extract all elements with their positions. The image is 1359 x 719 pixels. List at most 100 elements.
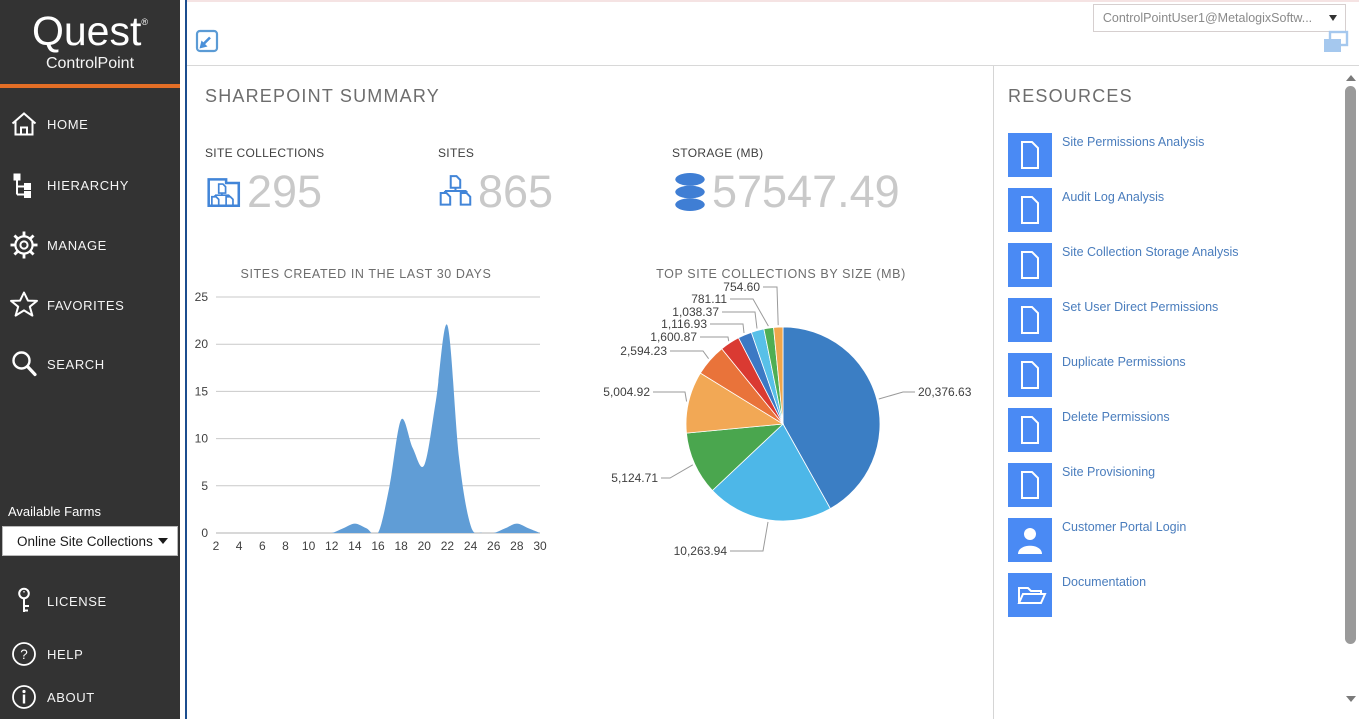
svg-text:10: 10 [302,539,316,553]
metric-value: 865 [478,166,554,217]
svg-text:5,124.71: 5,124.71 [611,471,658,485]
scroll-up-icon[interactable] [1345,70,1356,81]
resource-item[interactable]: Set User Direct Permissions [1008,298,1218,342]
resources-title: RESOURCES [1008,86,1133,106]
sidebar-item-hierarchy[interactable]: HIERARCHY [0,163,180,207]
svg-text:2: 2 [213,539,220,553]
svg-text:16: 16 [371,539,385,553]
resource-link[interactable]: Set User Direct Permissions [1062,300,1219,314]
svg-text:8: 8 [282,539,289,553]
svg-text:1,116.93: 1,116.93 [661,317,707,331]
svg-text:5: 5 [201,479,208,493]
svg-text:10,263.94: 10,263.94 [674,544,728,558]
cascade-windows-icon[interactable] [1321,30,1350,55]
svg-text:754.60: 754.60 [723,280,760,294]
vertical-scrollbar[interactable] [1344,70,1357,715]
metric-label: SITES [438,146,475,160]
resource-link[interactable]: Audit Log Analysis [1062,190,1165,204]
metric-label: SITE COLLECTIONS [205,146,325,160]
document-icon[interactable] [1008,463,1052,507]
resource-item[interactable]: Site Permissions Analysis [1008,133,1204,177]
search-icon [12,351,37,377]
resource-item[interactable]: Duplicate Permissions [1008,353,1186,397]
sidebar-item-manage[interactable]: MANAGE [0,223,180,267]
star-icon [10,291,38,317]
page-title: SHAREPOINT SUMMARY [205,86,440,106]
user-dropdown[interactable]: ControlPointUser1@MetalogixSoftw... [1093,4,1346,32]
document-icon[interactable] [1008,188,1052,232]
svg-text:20: 20 [418,539,432,553]
quest-logo: Quest® [0,8,180,55]
resource-item[interactable]: Documentation [1008,573,1146,617]
svg-text:1,038.37: 1,038.37 [672,305,719,319]
svg-text:10: 10 [195,432,209,446]
resource-item[interactable]: Customer Portal Login [1008,518,1186,562]
resource-link[interactable]: Site Permissions Analysis [1062,135,1205,149]
sidebar-item-label: LICENSE [47,593,107,609]
svg-text:SITES CREATED IN THE LAST 30 D: SITES CREATED IN THE LAST 30 DAYS [241,267,492,281]
sidebar: Quest® ControlPoint HOME HIERARCHY [0,0,180,719]
resource-item[interactable]: Site Collection Storage Analysis [1008,243,1238,287]
svg-text:30: 30 [533,539,547,553]
svg-text:6: 6 [259,539,266,553]
scrollbar-thumb[interactable] [1345,86,1356,644]
svg-text:1,600.87: 1,600.87 [650,330,697,344]
sidebar-item-label: HOME [47,116,89,132]
topbar: ControlPointUser1@MetalogixSoftw... [187,0,1359,66]
resource-link[interactable]: Site Collection Storage Analysis [1062,245,1239,259]
question-icon: ? [12,642,36,666]
folder-icon[interactable] [1008,573,1052,617]
quest-logo-text: Quest [31,8,142,54]
sidebar-item-label: HIERARCHY [47,177,129,193]
sidebar-item-license[interactable]: LICENSE [0,579,180,623]
svg-text:781.11: 781.11 [691,292,727,306]
sidebar-item-label: ABOUT [47,689,95,705]
sidebar-content-divider [185,0,187,719]
svg-text:TOP SITE COLLECTIONS BY SIZE (: TOP SITE COLLECTIONS BY SIZE (MB) [656,267,906,281]
metric-sites: SITES 865 [438,146,553,214]
svg-text:2,594.23: 2,594.23 [620,344,667,358]
resource-link[interactable]: Delete Permissions [1062,410,1170,424]
sidebar-item-label: MANAGE [47,237,107,253]
sidebar-item-help[interactable]: ? HELP [0,632,180,676]
sidebar-item-home[interactable]: HOME [0,102,180,146]
sites-icon [439,174,472,206]
registered-mark: ® [141,17,149,27]
resource-link[interactable]: Site Provisioning [1062,465,1156,479]
metric-label: STORAGE (MB) [672,146,764,160]
farm-select-wrap: Online Site Collections [2,526,178,556]
document-icon[interactable] [1008,243,1052,287]
sidebar-item-about[interactable]: ABOUT [0,675,180,719]
resource-link[interactable]: Duplicate Permissions [1062,355,1186,369]
sidebar-item-label: FAVORITES [47,297,125,313]
info-icon [12,685,36,709]
sidebar-item-search[interactable]: SEARCH [0,342,180,386]
pop-in-arrow-icon[interactable] [194,28,220,54]
svg-text:20,376.63: 20,376.63 [918,385,972,399]
farm-select[interactable]: Online Site Collections [2,526,178,556]
metric-storage: STORAGE (MB) 57547.49 [672,146,900,214]
document-icon[interactable] [1008,408,1052,452]
resource-link[interactable]: Customer Portal Login [1062,520,1187,534]
scroll-down-icon[interactable] [1345,696,1356,707]
available-farms-label: Available Farms [8,504,101,519]
metric-value: 57547.49 [712,166,900,217]
user-dropdown-wrap: ControlPointUser1@MetalogixSoftw... [1093,4,1346,32]
resource-item[interactable]: Delete Permissions [1008,408,1170,452]
sidebar-item-favorites[interactable]: FAVORITES [0,283,180,327]
svg-text:20: 20 [195,337,209,351]
document-icon[interactable] [1008,133,1052,177]
document-icon[interactable] [1008,298,1052,342]
home-icon [11,112,37,136]
resource-item[interactable]: Site Provisioning [1008,463,1155,507]
svg-text:15: 15 [195,384,209,398]
svg-text:4: 4 [236,539,243,553]
person-icon[interactable] [1008,518,1052,562]
svg-text:18: 18 [394,539,408,553]
resource-link[interactable]: Documentation [1062,575,1147,589]
svg-text:28: 28 [510,539,524,553]
resources-panel: RESOURCES Site Permissions Analysis Audit… [993,66,1337,719]
document-icon[interactable] [1008,353,1052,397]
key-icon [18,587,30,612]
resource-item[interactable]: Audit Log Analysis [1008,188,1164,232]
